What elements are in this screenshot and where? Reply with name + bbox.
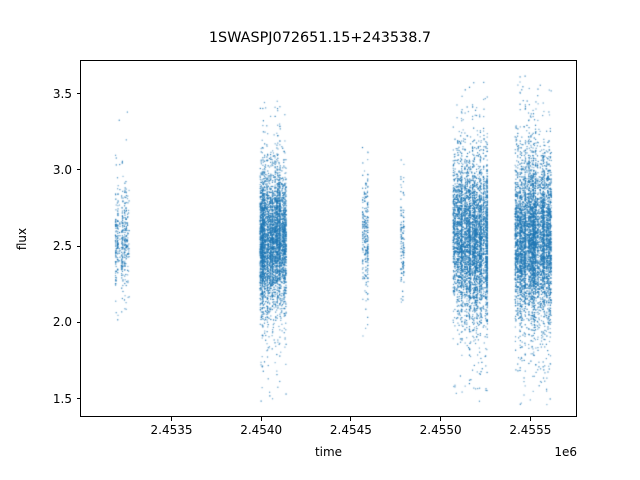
x-axis-label: time (314, 445, 343, 459)
y-tick-label: 3.0 (52, 162, 72, 177)
x-tick-mark (260, 417, 262, 421)
x-tick-mark (170, 417, 173, 421)
x-axis-offset-label: 1e6 (554, 445, 577, 459)
y-tick-label: 3.5 (52, 86, 72, 101)
chart-title: 1SWASPJ072651.15+243538.7 (208, 30, 432, 46)
x-tick-mark (440, 417, 442, 421)
x-tick-mark (529, 417, 531, 421)
y-tick-label: 2.0 (52, 315, 72, 330)
x-tick-label: 2.4545 (329, 423, 372, 437)
y-tick-mark (76, 321, 80, 323)
x-tick-label: 2.4535 (150, 423, 193, 437)
y-tick-mark (76, 169, 80, 171)
y-tick-mark (76, 398, 80, 400)
x-tick-mark (350, 417, 352, 421)
y-tick-mark (76, 93, 80, 95)
y-tick-label: 2.5 (52, 239, 72, 254)
y-axis-label: flux (15, 227, 29, 250)
scatter-plot-canvas (81, 61, 576, 416)
x-tick-label: 2.4540 (240, 423, 283, 437)
x-tick-label: 2.4555 (509, 423, 552, 437)
x-tick-label: 2.4550 (419, 423, 462, 437)
y-tick-mark (76, 245, 80, 247)
plot-axes-area (80, 60, 577, 417)
y-tick-label: 1.5 (52, 391, 72, 406)
